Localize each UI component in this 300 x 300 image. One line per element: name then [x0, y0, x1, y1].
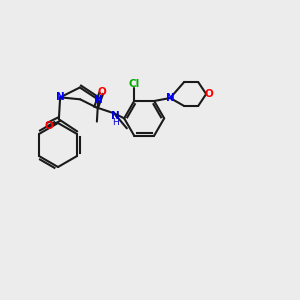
- Text: O: O: [98, 87, 106, 97]
- Text: O: O: [45, 121, 53, 131]
- Text: Cl: Cl: [128, 79, 140, 89]
- Text: O: O: [205, 89, 214, 99]
- Text: N: N: [111, 111, 119, 121]
- Text: N: N: [94, 94, 103, 105]
- Text: H: H: [112, 118, 119, 127]
- Text: N: N: [166, 93, 175, 103]
- Text: N: N: [56, 92, 64, 102]
